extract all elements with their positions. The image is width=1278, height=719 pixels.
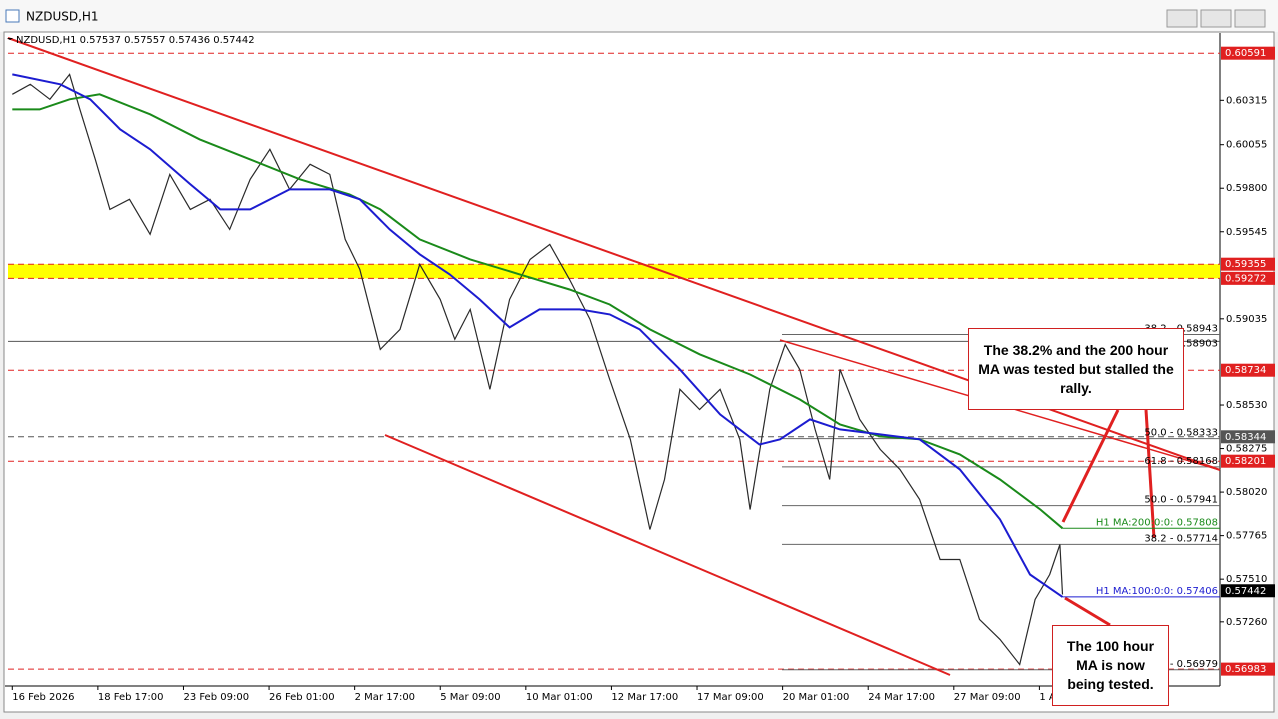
minimize-button[interactable] <box>1166 9 1198 28</box>
y-tick-label: 0.59035 <box>1226 314 1267 325</box>
ma-label: H1 MA:100:0:0: 0.57406 <box>1096 586 1218 597</box>
fib-label: 50.0 - 0.57941 <box>1144 495 1218 506</box>
fib-label: 50.0 - 0.58333 <box>1144 428 1218 439</box>
x-tick-label: 27 Mar 09:00 <box>954 692 1021 703</box>
price-tag <box>1221 46 1275 60</box>
price-tag <box>1221 257 1275 271</box>
y-tick-label: 0.58530 <box>1226 400 1267 411</box>
title-bar <box>0 0 1278 32</box>
fib-label: 38.2 - 0.57714 <box>1144 533 1218 544</box>
x-tick-label: 26 Feb 01:00 <box>269 692 335 703</box>
moving-average <box>12 73 1064 598</box>
info-line: NZDUSD,H1 0.57537 0.57557 0.57436 0.5744… <box>16 35 255 46</box>
price-tag <box>1221 363 1275 377</box>
level-label: 0.58903 <box>1177 338 1218 349</box>
arrow <box>1061 409 1120 523</box>
maximize-button[interactable] <box>1200 9 1232 28</box>
price-tag-label: 0.58201 <box>1225 456 1266 467</box>
price-tag <box>1221 662 1275 676</box>
annotation: The 38.2% and the 200 hour MA was tested… <box>968 328 1184 410</box>
arrow <box>1064 596 1111 627</box>
zone <box>8 264 1220 279</box>
fib-label: 61.8 - 0.58168 <box>1144 456 1218 467</box>
price-line <box>12 73 1064 666</box>
y-tick-label: 0.59800 <box>1226 183 1267 194</box>
x-tick-label: 16 Feb 2026 <box>12 692 74 703</box>
x-tick-label: 17 Mar 09:00 <box>697 692 764 703</box>
price-tag <box>1221 430 1275 444</box>
price-tag-label: 0.58344 <box>1225 432 1266 443</box>
info-arrow <box>7 38 13 40</box>
price-tag <box>1221 454 1275 468</box>
price-tag-label: 0.57442 <box>1225 586 1266 597</box>
y-tick-label: 0.58275 <box>1226 444 1267 455</box>
price-tag-label: 0.59355 <box>1225 259 1266 270</box>
y-tick-label: 0.57765 <box>1226 531 1267 542</box>
price-tag <box>1221 584 1275 598</box>
x-tick-label: 10 Mar 01:00 <box>526 692 593 703</box>
price-tag-label: 0.60591 <box>1225 48 1266 59</box>
price-tag <box>1221 271 1275 285</box>
price-tag-label: 0.59272 <box>1225 273 1266 284</box>
x-tick-label: 23 Feb 09:00 <box>183 692 249 703</box>
window-icon <box>5 9 20 23</box>
y-tick-label: 0.57510 <box>1226 574 1267 585</box>
y-tick-label: 0.59545 <box>1226 227 1267 238</box>
x-tick-label: 18 Feb 17:00 <box>98 692 164 703</box>
y-tick-label: 0.60315 <box>1226 95 1267 106</box>
price-tag-label: 0.58734 <box>1225 365 1266 376</box>
x-tick-label: 5 Mar 09:00 <box>440 692 500 703</box>
x-tick-label: 20 Mar 01:00 <box>783 692 850 703</box>
y-tick-label: 0.60055 <box>1226 140 1267 151</box>
x-tick-label: 2 Mar 17:00 <box>355 692 415 703</box>
annotation: The 100 hour MA is now being tested. <box>1052 625 1169 706</box>
window-title: NZDUSD,H1 <box>26 10 99 24</box>
price-tag-label: 0.56983 <box>1225 664 1266 675</box>
close-button[interactable] <box>1234 9 1266 28</box>
x-tick-label: 24 Mar 17:00 <box>868 692 935 703</box>
fib-label: 0.0 - 0.56979 <box>1151 659 1218 670</box>
arrow <box>1144 409 1156 539</box>
x-tick-label: 12 Mar 17:00 <box>611 692 678 703</box>
trend-line <box>384 434 951 676</box>
ma-label: H1 MA:200:0:0: 0.57808 <box>1096 517 1218 528</box>
y-tick-label: 0.57260 <box>1226 617 1267 628</box>
y-tick-label: 0.58020 <box>1226 487 1267 498</box>
